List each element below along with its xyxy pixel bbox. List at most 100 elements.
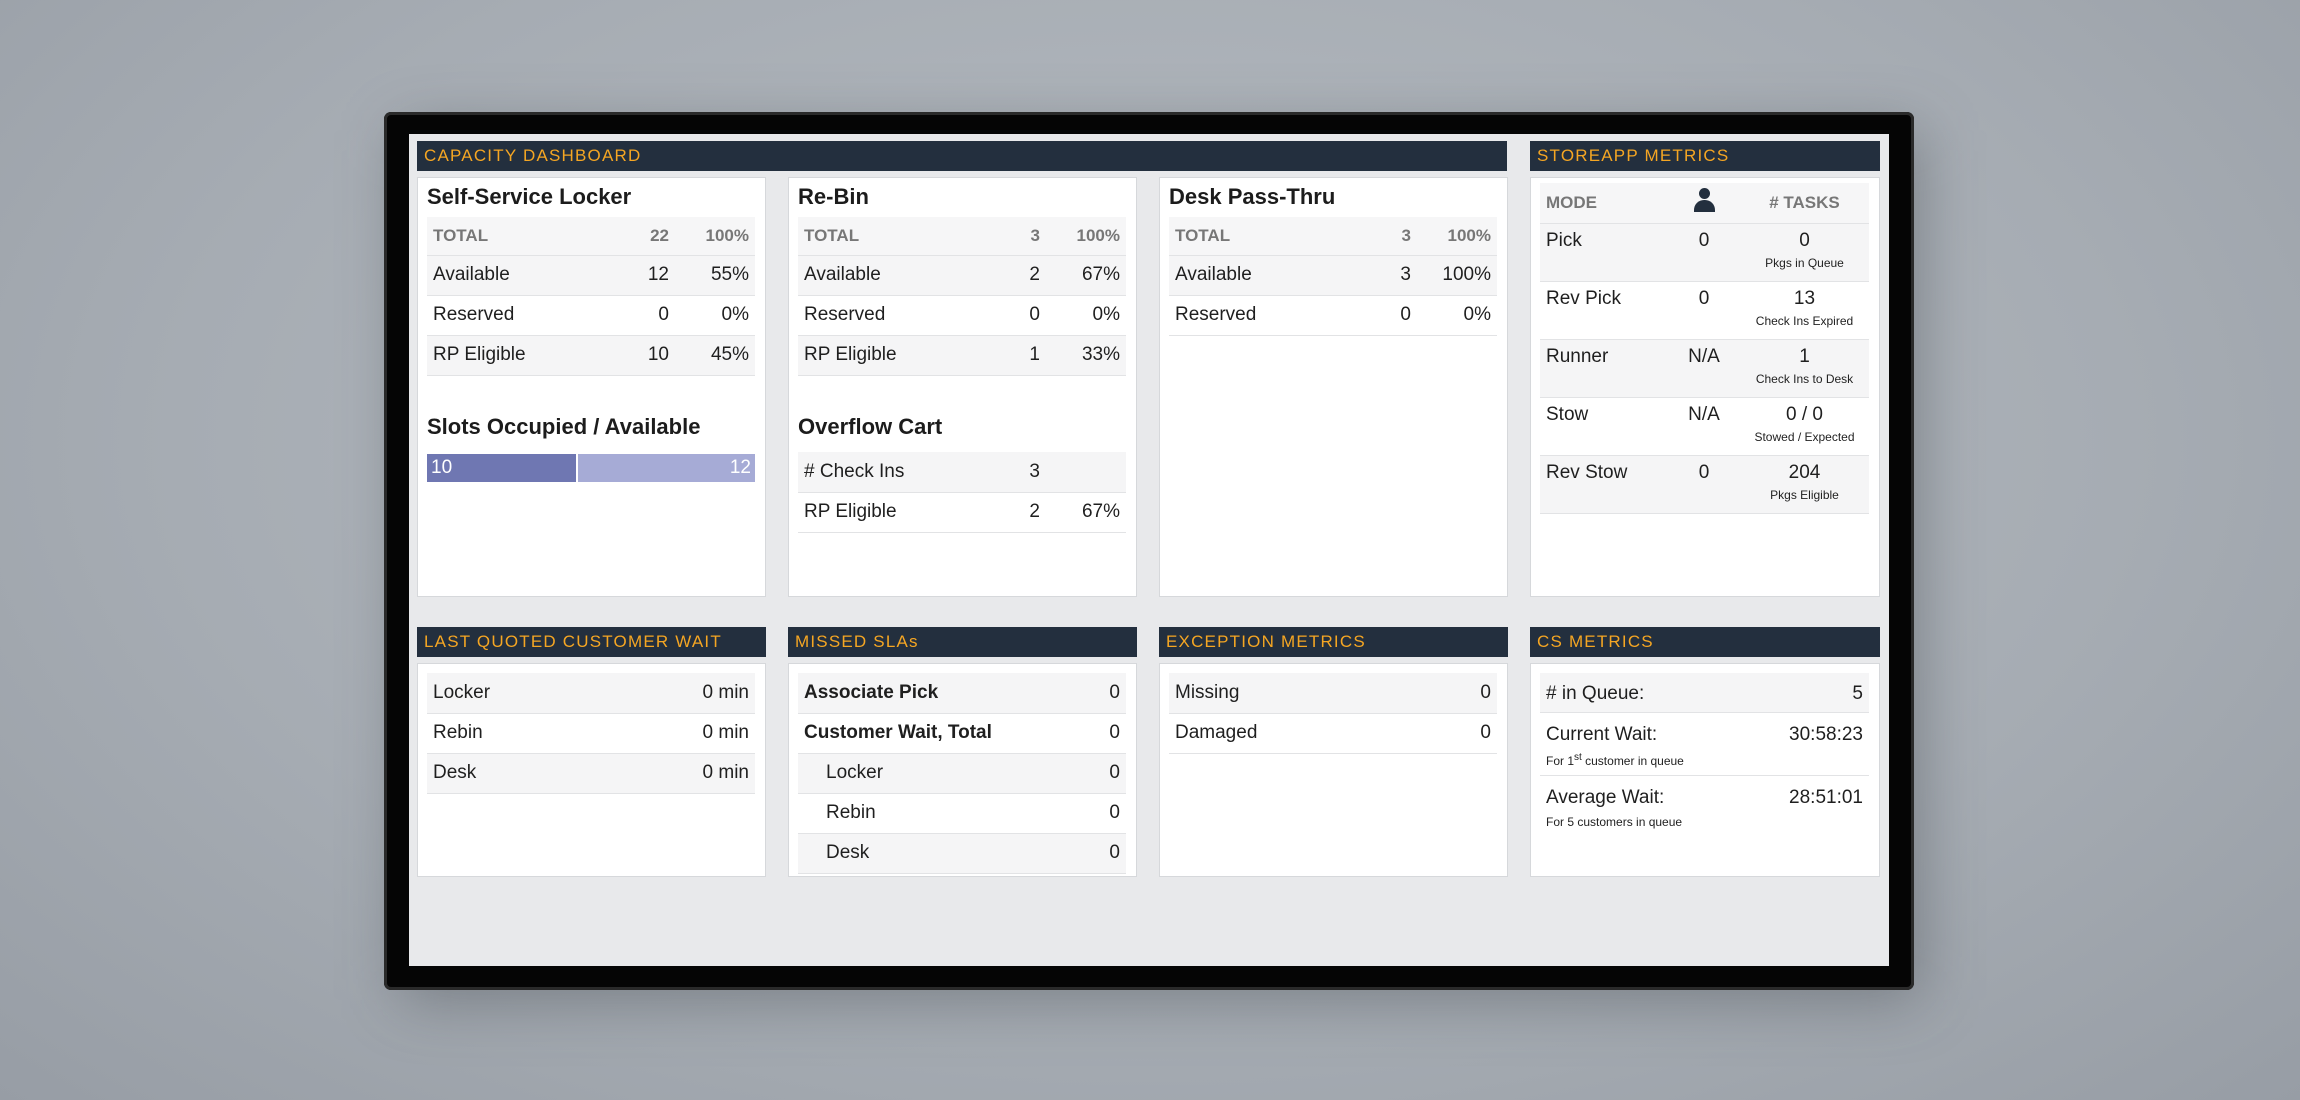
current-wait-label: Current Wait: (1546, 724, 1658, 745)
row-label: Available (427, 255, 616, 296)
table-row: Locker 0 min (427, 673, 755, 714)
task-note: Pkgs Eligible (1770, 487, 1839, 502)
table-row: Reserved 0 0% (1169, 295, 1497, 336)
current-wait-row: Current Wait: 30:58:23 For 1st customer … (1540, 714, 1869, 776)
mode-label: Rev Pick (1540, 281, 1668, 340)
table-row: Rev Stow 0 204 Pkgs Eligible (1540, 455, 1869, 514)
table-row: Stow N/A 0 / 0 Stowed / Expected (1540, 397, 1869, 456)
missed-slas-header: MISSED SLAs (788, 627, 1137, 657)
task-count: 0 / 0 (1786, 403, 1823, 425)
row-pct: 67% (1046, 255, 1126, 296)
row-value: 0 (1092, 673, 1126, 714)
row-count: 1 (1001, 335, 1046, 376)
mode-label: Stow (1540, 397, 1668, 456)
task-count: 1 (1799, 345, 1810, 367)
desk-table: TOTAL 3 100% Available 3 100% Reserved 0… (1169, 217, 1497, 336)
exception-metrics-header: Exception Metrics (1159, 627, 1508, 657)
exception-metrics-card: Missing 0 Damaged 0 (1159, 663, 1508, 877)
table-row: RP Eligible 10 45% (427, 335, 755, 376)
capacity-dashboard-header: Capacity Dashboard (417, 141, 1507, 171)
desk-title: Desk Pass-Thru (1169, 184, 1336, 209)
cs-metrics-header: CS Metrics (1530, 627, 1880, 657)
task-note: Stowed / Expected (1754, 429, 1855, 444)
table-row: Available 3 100% (1169, 255, 1497, 296)
table-row: Desk 0 (798, 833, 1126, 874)
table-row: Rev Pick 0 13 Check Ins Expired (1540, 281, 1869, 340)
row-pct: 33% (1046, 335, 1126, 376)
desk-pass-thru-card: Desk Pass-Thru TOTAL 3 100% Available 3 … (1159, 177, 1508, 597)
customer-wait-table: Locker 0 min Rebin 0 min Desk 0 min (427, 673, 755, 794)
row-pct: 67% (1046, 492, 1126, 533)
task-cell: 1 Check Ins to Desk (1740, 339, 1869, 398)
slots-bar: 10 12 (427, 454, 755, 482)
row-value: 0 (1092, 793, 1126, 834)
slots-available-segment: 12 (576, 454, 755, 482)
row-label: Locker (427, 673, 605, 714)
queue-label: # in Queue: (1546, 683, 1645, 704)
row-label: Customer Wait, Total (798, 713, 1093, 754)
associate-count: N/A (1668, 397, 1740, 456)
table-row: Available 12 55% (427, 255, 755, 296)
cs-metrics-card: # in Queue: 5 Current Wait: 30:58:23 For… (1530, 663, 1880, 877)
missed-slas-table: Associate Pick 0 Customer Wait, Total 0 … (798, 673, 1126, 874)
table-row: Associate Pick 0 (798, 673, 1126, 714)
task-note: Pkgs in Queue (1765, 255, 1844, 270)
row-label: Associate Pick (798, 673, 1093, 714)
task-count: 0 (1799, 229, 1810, 251)
table-row: RP Eligible 2 67% (798, 492, 1126, 533)
row-count: 0 (615, 295, 675, 336)
row-pct: 100% (675, 217, 755, 256)
col-associates (1668, 183, 1740, 224)
queue-row: # in Queue: 5 (1540, 673, 1869, 713)
row-label: Reserved (1169, 295, 1369, 336)
customer-wait-card: Locker 0 min Rebin 0 min Desk 0 min (417, 663, 766, 877)
row-count: 0 (1001, 295, 1046, 336)
row-value: 0 (1433, 713, 1497, 754)
row-pct: 100% (1417, 217, 1497, 256)
customer-wait-header: Last Quoted Customer Wait (417, 627, 766, 657)
col-mode: MODE (1540, 183, 1668, 224)
current-wait-value: 30:58:23 (1789, 724, 1863, 745)
exception-metrics-table: Missing 0 Damaged 0 (1169, 673, 1497, 754)
table-row: Reserved 0 0% (798, 295, 1126, 336)
row-count: 3 (1368, 217, 1417, 256)
col-tasks: # TASKS (1740, 183, 1869, 224)
table-row: Reserved 0 0% (427, 295, 755, 336)
queue-value: 5 (1852, 683, 1863, 704)
task-note: Check Ins to Desk (1755, 371, 1854, 386)
table-row: Pick 0 0 Pkgs in Queue (1540, 223, 1869, 282)
associate-count: 0 (1668, 223, 1740, 282)
row-pct: 0% (1046, 295, 1126, 336)
row-count: 2 (1001, 255, 1046, 296)
task-count: 13 (1793, 287, 1816, 309)
locker-title: Self-Service Locker (427, 184, 632, 209)
row-label: Available (1169, 255, 1369, 296)
row-value: 0 (1092, 833, 1126, 874)
self-service-locker-card: Self-Service Locker TOTAL 22 100% Availa… (417, 177, 766, 597)
row-count: 22 (615, 217, 675, 256)
storeapp-metrics-header: StoreApp Metrics (1530, 141, 1880, 171)
associate-count: 0 (1668, 281, 1740, 340)
row-label: Desk (798, 833, 1093, 874)
table-row: Customer Wait, Total 0 (798, 713, 1126, 754)
table-row: Runner N/A 1 Check Ins to Desk (1540, 339, 1869, 398)
table-row: Locker 0 (798, 753, 1126, 794)
row-pct: 0% (1417, 295, 1497, 336)
table-row: Rebin 0 min (427, 713, 755, 754)
task-cell: 13 Check Ins Expired (1740, 281, 1869, 340)
task-count: 204 (1788, 461, 1821, 483)
slots-title: Slots Occupied / Available (427, 414, 701, 439)
task-cell: 0 Pkgs in Queue (1740, 223, 1869, 282)
dashboard-screen: Capacity Dashboard Self-Service Locker T… (409, 134, 1889, 966)
storeapp-table: MODE # TASKS Pick 0 0 Pkgs in Queue Rev P… (1540, 183, 1869, 514)
row-pct: 0% (675, 295, 755, 336)
row-value: 0 min (604, 753, 755, 794)
row-value: 0 (1433, 673, 1497, 714)
row-label: RP Eligible (798, 492, 1005, 533)
row-pct (1046, 452, 1126, 493)
row-count: 3 (1001, 217, 1046, 256)
row-count: 0 (1368, 295, 1417, 336)
row-label: TOTAL (427, 217, 616, 256)
row-label: Rebin (427, 713, 605, 754)
associate-count: 0 (1668, 455, 1740, 514)
